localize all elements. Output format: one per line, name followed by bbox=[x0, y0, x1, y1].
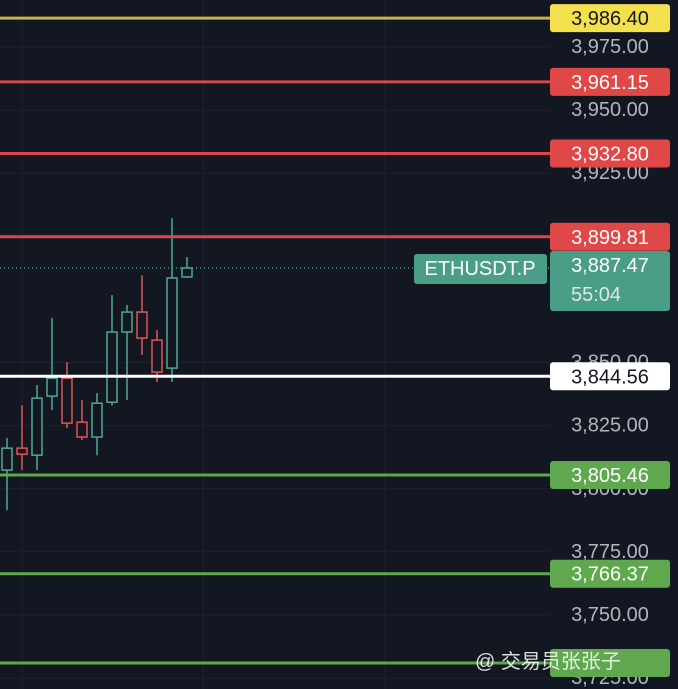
level-box bbox=[550, 4, 670, 33]
candle-body bbox=[76, 421, 88, 438]
level-box bbox=[550, 461, 670, 490]
level-box bbox=[550, 648, 670, 677]
countdown-label: 55:04 bbox=[571, 284, 621, 306]
candle-body bbox=[61, 377, 73, 424]
level-label: 3,986.40 bbox=[571, 8, 649, 30]
level-label: 3,961.15 bbox=[571, 72, 649, 94]
candle-body bbox=[106, 331, 118, 403]
candle-body bbox=[121, 311, 133, 333]
y-tick-label: 3,750.00 bbox=[571, 604, 649, 626]
level-label: 3,899.81 bbox=[571, 227, 649, 249]
y-tick-label: 3,975.00 bbox=[571, 36, 649, 58]
watermark: @ 交易员张张子 bbox=[475, 650, 621, 673]
level-box bbox=[550, 559, 670, 588]
level-label: 3,805.46 bbox=[571, 465, 649, 487]
candle-body bbox=[16, 447, 28, 455]
y-tick-label: 3,925.00 bbox=[571, 162, 649, 184]
level-label: 3,766.37 bbox=[571, 564, 649, 586]
candle-body bbox=[136, 311, 148, 339]
level-box bbox=[550, 222, 670, 251]
y-tick-label: 3,950.00 bbox=[571, 99, 649, 121]
y-tick-label: 3,825.00 bbox=[571, 415, 649, 437]
level-box bbox=[550, 139, 670, 168]
candle-body bbox=[31, 397, 43, 456]
current-price-box bbox=[550, 250, 670, 311]
candle-body bbox=[91, 402, 103, 438]
candle-body bbox=[1, 447, 13, 471]
symbol-box bbox=[414, 253, 547, 284]
level-box bbox=[550, 67, 670, 96]
candle-body bbox=[46, 377, 58, 397]
symbol-label: ETHUSDT.P bbox=[424, 258, 535, 280]
y-tick-label: 3,775.00 bbox=[571, 541, 649, 563]
candle-body bbox=[151, 339, 163, 373]
current-price-label: 3,887.47 bbox=[571, 255, 649, 277]
level-label: 3,932.80 bbox=[571, 144, 649, 166]
candle-body bbox=[166, 277, 178, 369]
level-box bbox=[550, 362, 670, 391]
candle-body bbox=[181, 267, 193, 278]
level-label: 3,844.56 bbox=[571, 366, 649, 388]
